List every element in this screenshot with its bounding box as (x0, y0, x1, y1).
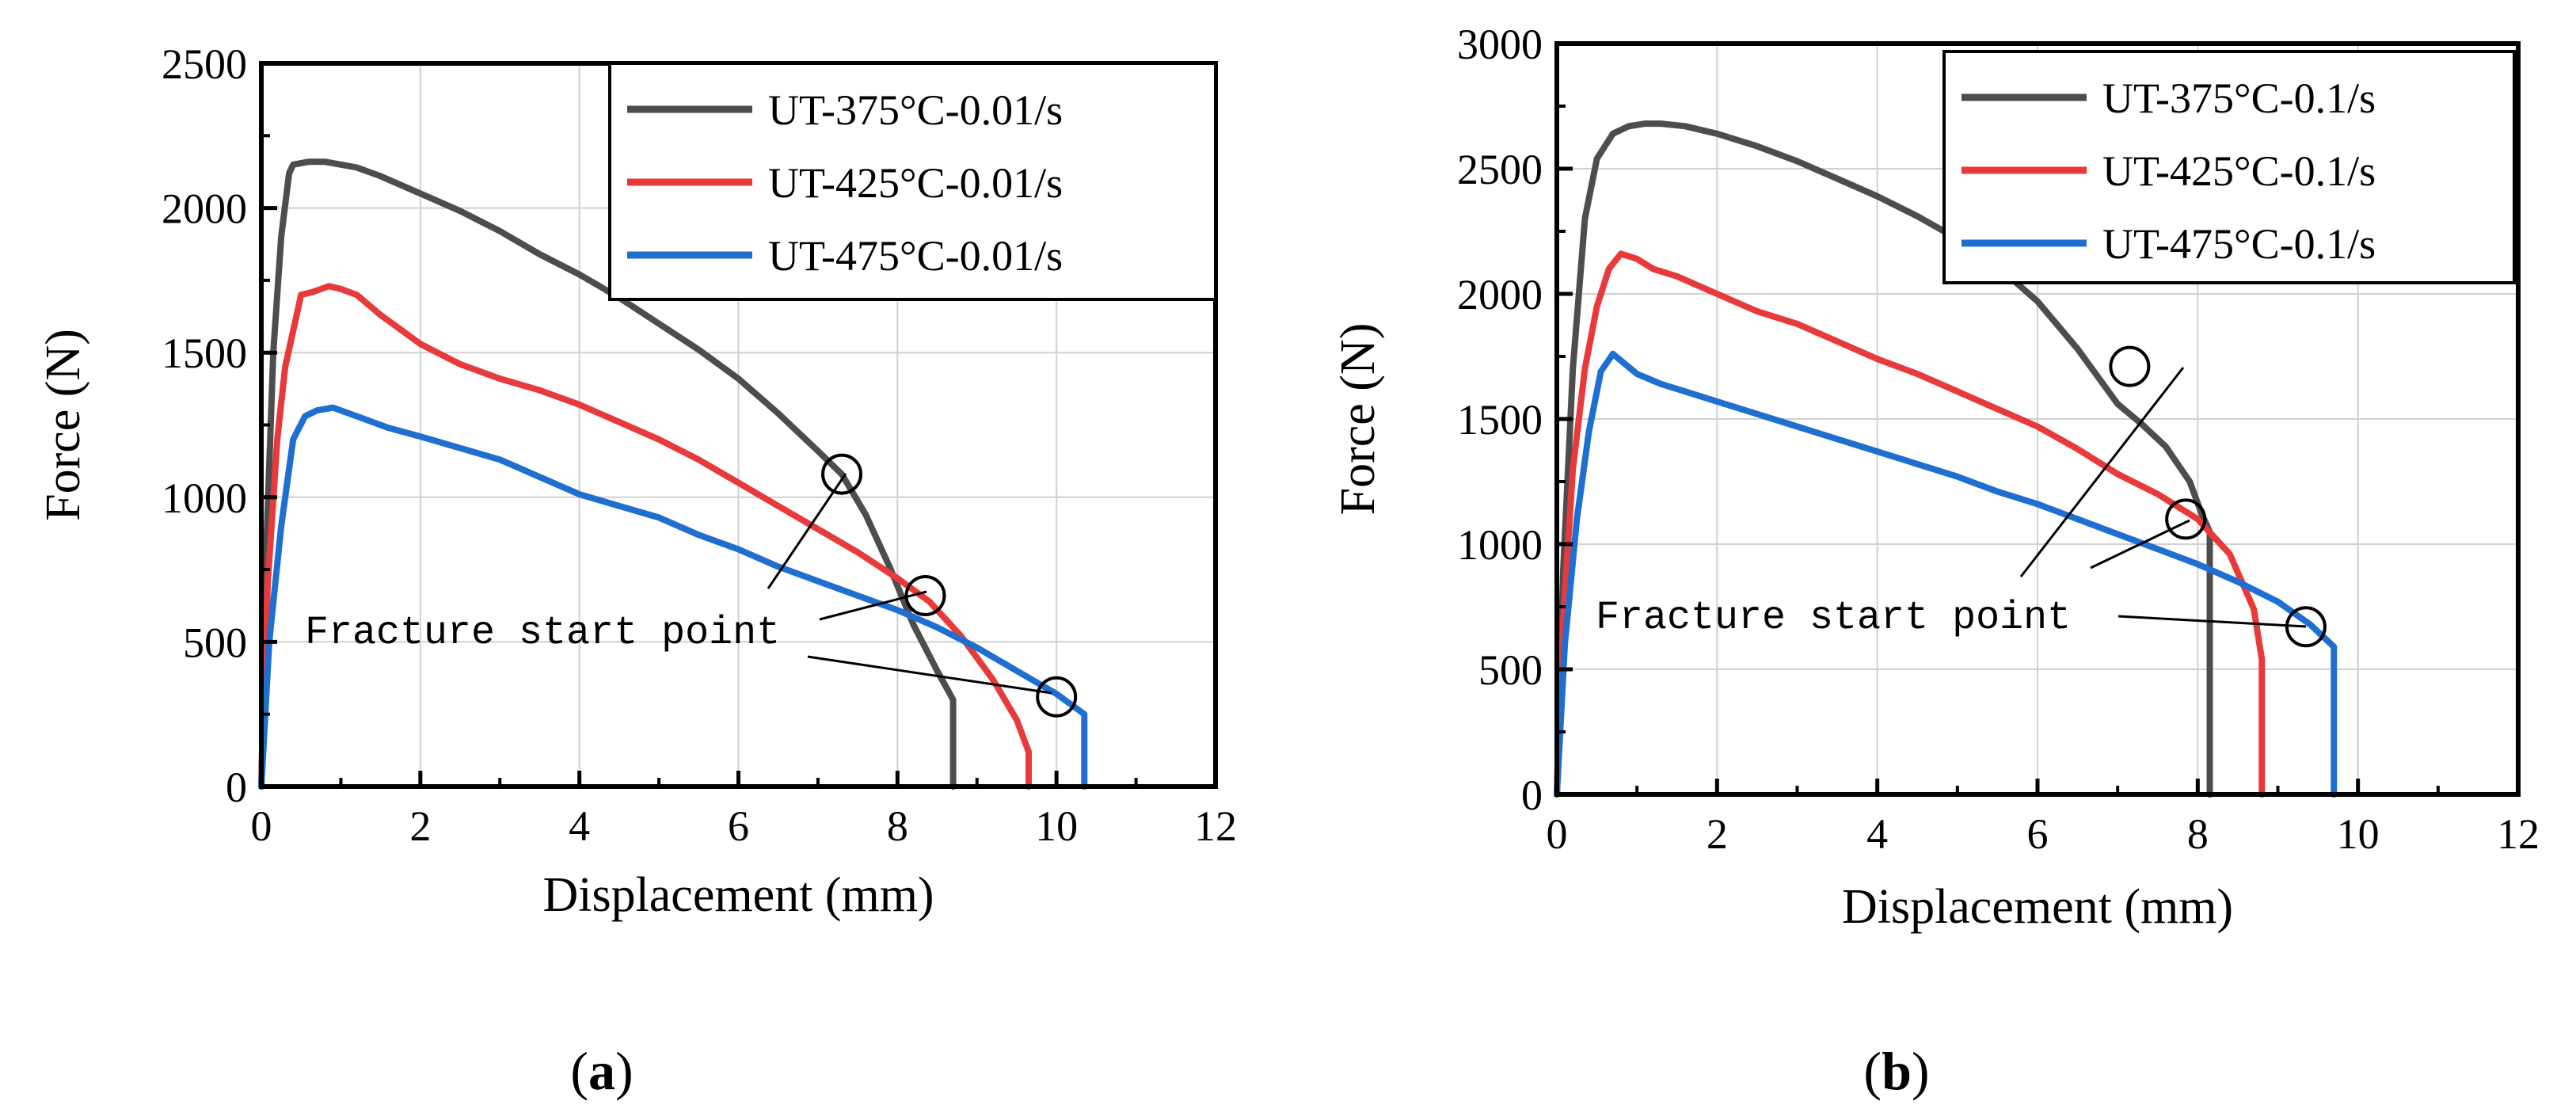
series-line-3 (1554, 350, 2338, 798)
panel-letter-a: a (588, 1041, 615, 1101)
fracture-leader-line (2019, 367, 2185, 577)
ticks-a: 0 2 4 6 8 10 12 0 500 1000 1500 2000 2500 (162, 40, 1237, 850)
series-b (1554, 120, 2338, 798)
y-axis-title-a: Force (N) (36, 329, 90, 521)
series-line-2 (258, 283, 1032, 790)
fracture-leader-line (767, 473, 847, 589)
x-tick-label: 10 (2337, 810, 2380, 858)
y-tick-label: 2000 (1457, 271, 1543, 318)
y-tick-label: 2000 (162, 185, 247, 233)
x-axis-title-a: Displacement (mm) (542, 868, 934, 922)
ticks-b: 0 2 4 6 8 10 12 0 500 1000 1500 2000 2500 3000 (1457, 21, 2540, 858)
fracture-leader-line (2090, 519, 2190, 570)
y-tick-label: 1000 (162, 474, 247, 522)
annotations-a: Fracture start point (305, 453, 1078, 718)
x-tick-label: 12 (1194, 802, 1237, 850)
legend-label-3: UT-475°C-0.01/s (768, 232, 1063, 280)
legend-b: UT-375°C-0.1/s UT-425°C-0.1/s UT-475°C-0.1… (1942, 50, 2516, 284)
x-axis-title-b: Displacement (mm) (1842, 880, 2233, 934)
fracture-leader-line (819, 590, 927, 621)
legend-label-1: UT-375°C-0.1/s (2102, 74, 2376, 122)
x-tick-label: 12 (2497, 810, 2540, 858)
y-tick-label: 0 (1521, 771, 1543, 819)
panel-label-a: (a) (570, 1041, 633, 1101)
fracture-leader-line (807, 655, 1052, 695)
fracture-marker (1036, 676, 1078, 718)
y-tick-label: 500 (1478, 646, 1543, 694)
y-tick-label: 2500 (162, 40, 247, 88)
series-a (258, 158, 1088, 790)
x-tick-label: 2 (409, 802, 431, 850)
y-tick-label: 1500 (162, 330, 247, 377)
y-tick-label: 1500 (1457, 396, 1543, 444)
x-tick-label: 8 (2187, 810, 2209, 858)
y-tick-label: 1000 (1457, 521, 1543, 569)
annotations-b: Fracture start point (1596, 345, 2327, 648)
fracture-marker (821, 453, 863, 495)
series-line-3 (258, 404, 1088, 790)
x-tick-label: 2 (1707, 810, 1728, 858)
legend-label-3: UT-475°C-0.1/s (2102, 220, 2376, 268)
x-tick-label: 10 (1035, 802, 1078, 850)
x-tick-label: 0 (251, 802, 272, 850)
legend-label-2: UT-425°C-0.1/s (2102, 147, 2376, 195)
x-tick-label: 6 (2027, 810, 2049, 858)
y-axis-title-b: Force (N) (1331, 323, 1385, 516)
x-tick-label: 4 (1866, 810, 1888, 858)
panel-letter-b: b (1882, 1041, 1912, 1101)
panel-label-b: (b) (1863, 1041, 1929, 1101)
fracture-leader-line (2117, 615, 2307, 628)
panel-b: Fracture start point 0 2 4 6 8 10 12 0 500 1000 15… (1331, 21, 2540, 1101)
x-tick-label: 4 (569, 802, 590, 850)
y-tick-label: 0 (226, 764, 247, 811)
x-tick-label: 6 (728, 802, 749, 850)
x-tick-label: 0 (1547, 810, 1568, 858)
fracture-marker (2285, 606, 2327, 648)
series-line-1 (1554, 120, 2213, 798)
fracture-annotation-b: Fracture start point (1596, 596, 2071, 641)
series-line-1 (258, 158, 957, 790)
fracture-marker (904, 574, 946, 616)
legend-label-2: UT-425°C-0.01/s (768, 159, 1063, 207)
y-tick-label: 2500 (1457, 146, 1543, 193)
legend-label-1: UT-375°C-0.01/s (768, 86, 1063, 134)
legend-a: UT-375°C-0.01/s UT-425°C-0.01/s UT-475°C-0… (608, 62, 1217, 301)
fracture-marker (2165, 498, 2207, 540)
series-line-2 (1554, 250, 2266, 798)
panel-a: Fracture start point 0 2 4 6 8 10 12 0 500 1000 15… (36, 40, 1237, 1101)
fracture-annotation-a: Fracture start point (305, 611, 780, 656)
x-tick-label: 8 (887, 802, 908, 850)
y-tick-label: 500 (183, 619, 247, 666)
fracture-marker (2109, 345, 2151, 387)
y-tick-label: 3000 (1457, 21, 1543, 68)
